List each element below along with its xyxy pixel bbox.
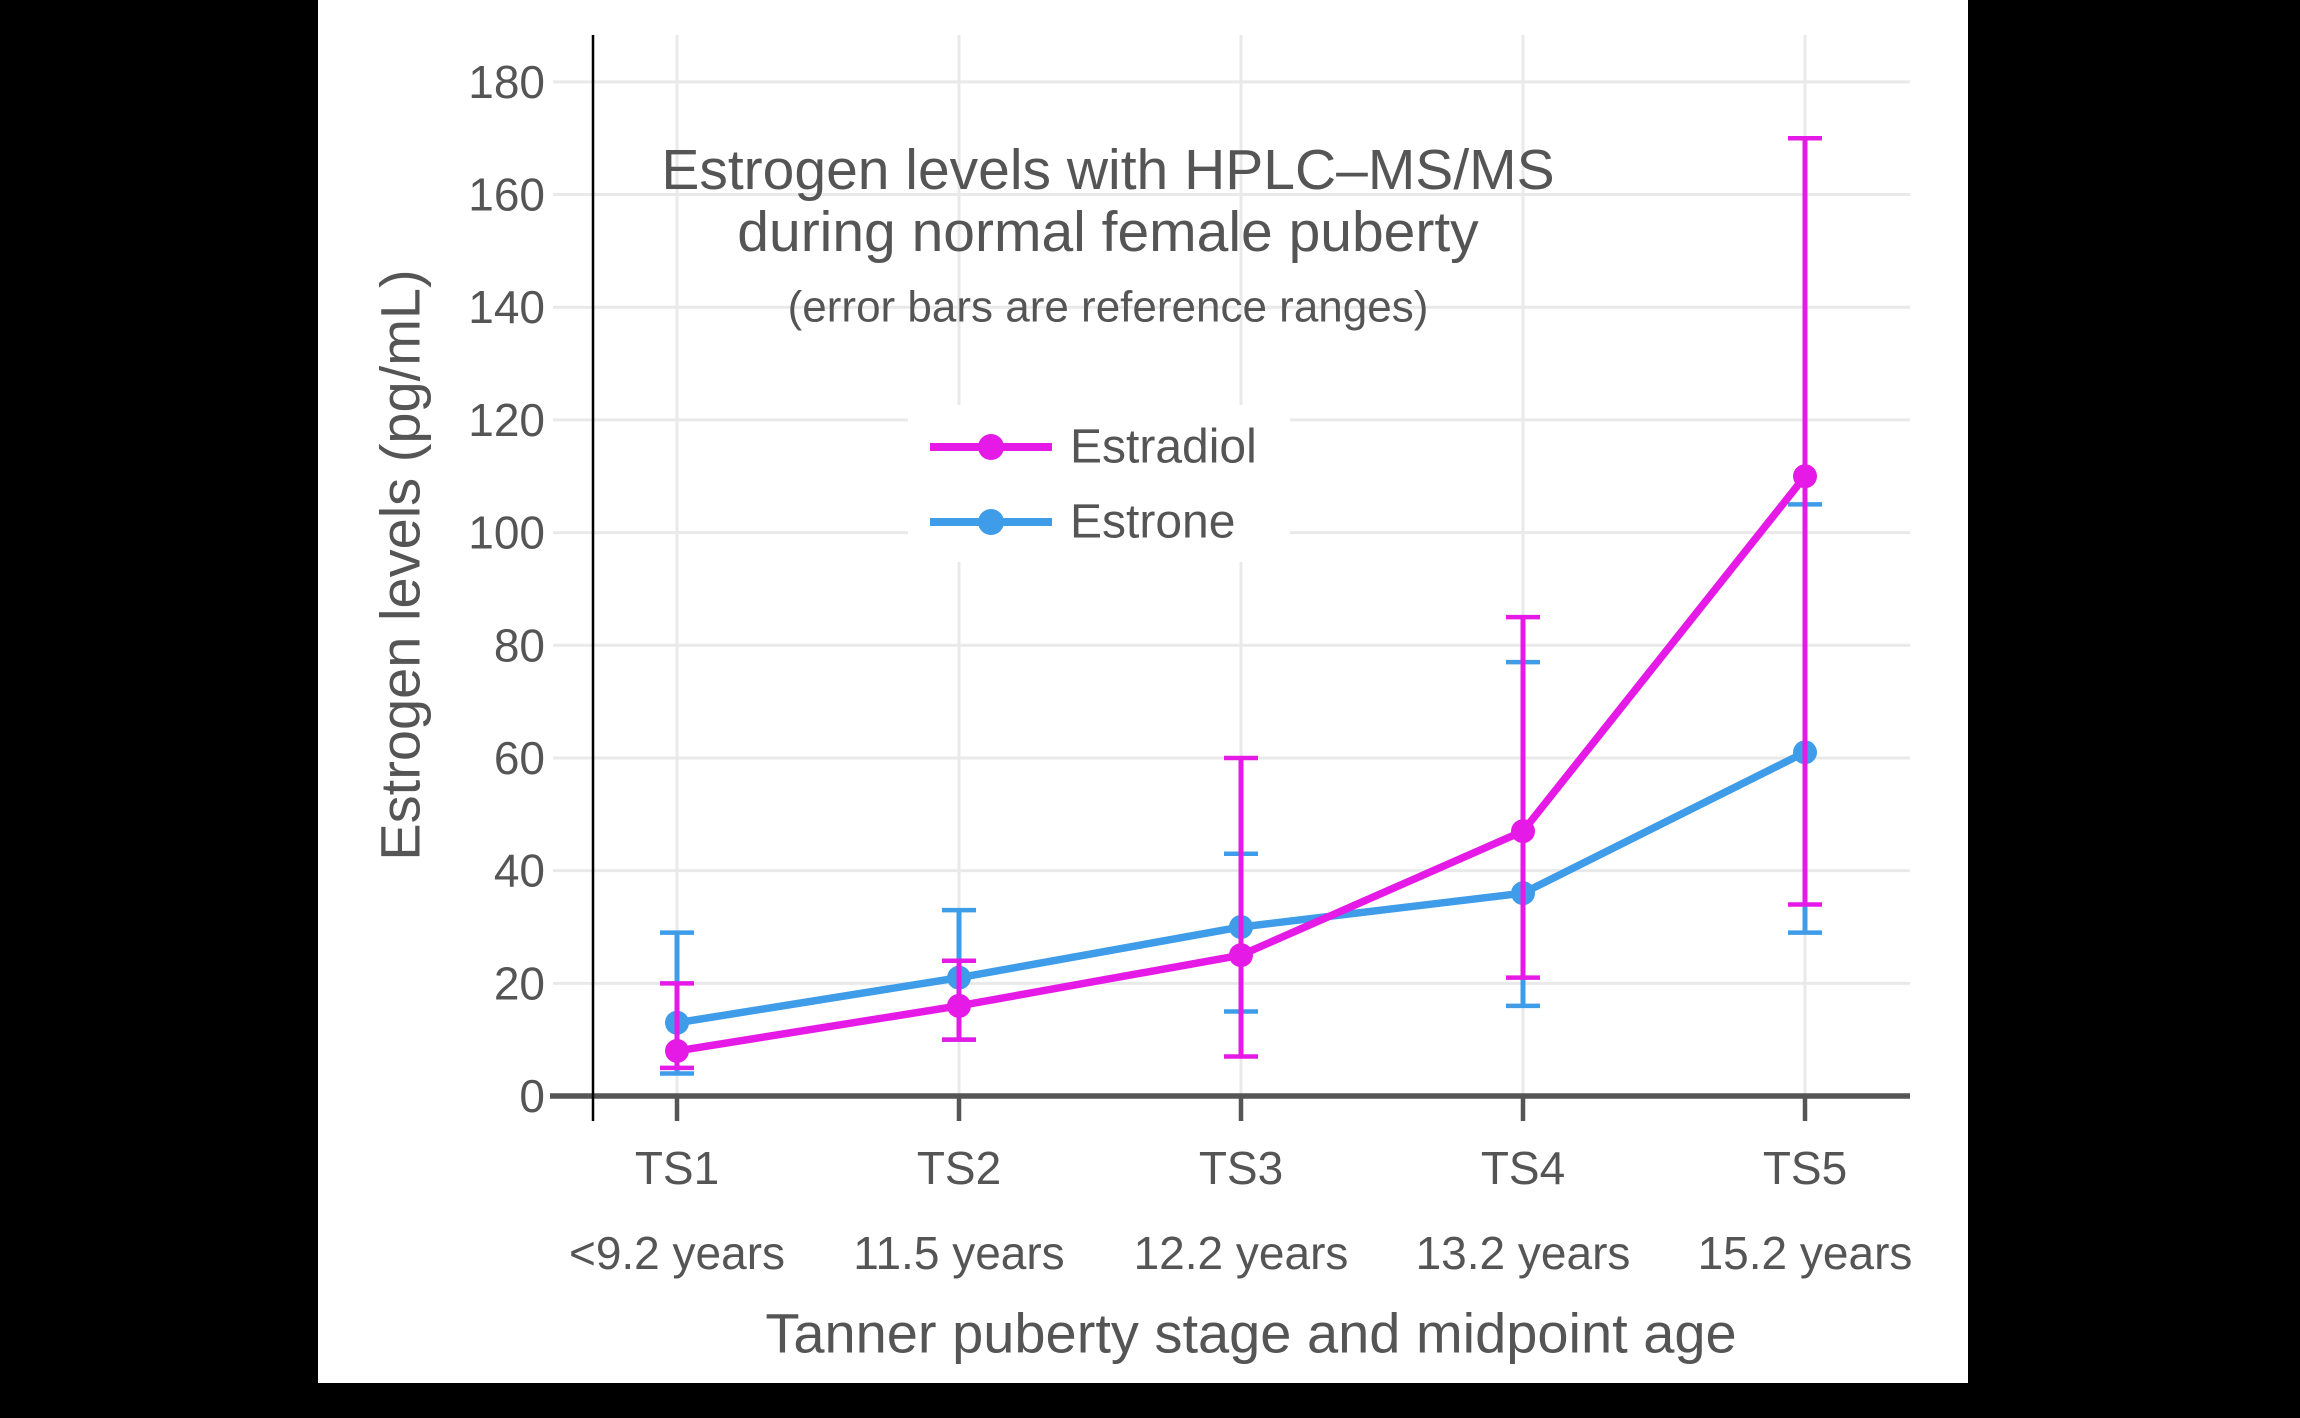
data-point <box>1229 943 1253 968</box>
chart-title-line-2: during normal female puberty <box>737 200 1479 264</box>
x-tick-label: TS4 <box>1481 1142 1565 1194</box>
x-age-label: 13.2 years <box>1416 1227 1631 1279</box>
x-age-label: 15.2 years <box>1698 1227 1913 1279</box>
x-tick-label: TS1 <box>635 1142 719 1194</box>
chart-subtitle: (error bars are reference ranges) <box>788 283 1429 332</box>
legend: Estradiol Estrone <box>908 405 1290 562</box>
labels-layer: Estrogen levels with HPLC–MS/MS during n… <box>369 56 1913 1365</box>
estradiol-series <box>660 135 1822 1071</box>
data-point <box>1511 819 1535 844</box>
x-age-label: <9.2 years <box>569 1227 785 1279</box>
y-tick-label: 40 <box>494 845 545 897</box>
legend-label: Estradiol <box>1070 421 1257 474</box>
x-tick-label: TS5 <box>1763 1142 1847 1194</box>
y-tick-label: 140 <box>468 281 545 333</box>
y-tick-label: 100 <box>468 507 545 559</box>
y-axis-title: Estrogen levels (pg/mL) <box>369 269 432 860</box>
y-tick-label: 120 <box>468 394 545 446</box>
legend-swatch-marker <box>978 434 1004 460</box>
axes-layer <box>550 35 1910 1121</box>
y-tick-label: 180 <box>468 56 545 108</box>
chart-canvas: Estradiol Estrone Estrogen levels with HP… <box>318 0 1968 1383</box>
x-age-label: 11.5 years <box>853 1227 1064 1279</box>
y-tick-label: 80 <box>494 619 545 671</box>
x-axis-title: Tanner puberty stage and midpoint age <box>765 1302 1736 1365</box>
x-tick-label: TS2 <box>917 1142 1001 1194</box>
legend-label: Estrone <box>1070 496 1235 549</box>
y-tick-label: 0 <box>519 1070 545 1122</box>
data-point <box>947 993 971 1018</box>
x-tick-label: TS3 <box>1199 1142 1283 1194</box>
legend-swatch-marker <box>978 509 1004 535</box>
series-layer <box>660 135 1822 1076</box>
y-tick-label: 20 <box>494 957 545 1009</box>
y-tick-label: 60 <box>494 732 545 784</box>
x-age-label: 12.2 years <box>1134 1227 1349 1279</box>
data-point <box>665 1038 689 1063</box>
estrogen-puberty-chart: Estradiol Estrone Estrogen levels with HP… <box>369 35 1913 1365</box>
legend-background <box>908 405 1290 562</box>
y-tick-label: 160 <box>468 169 545 221</box>
data-point <box>1793 464 1817 489</box>
chart-title-line-1: Estrogen levels with HPLC–MS/MS <box>661 138 1554 202</box>
